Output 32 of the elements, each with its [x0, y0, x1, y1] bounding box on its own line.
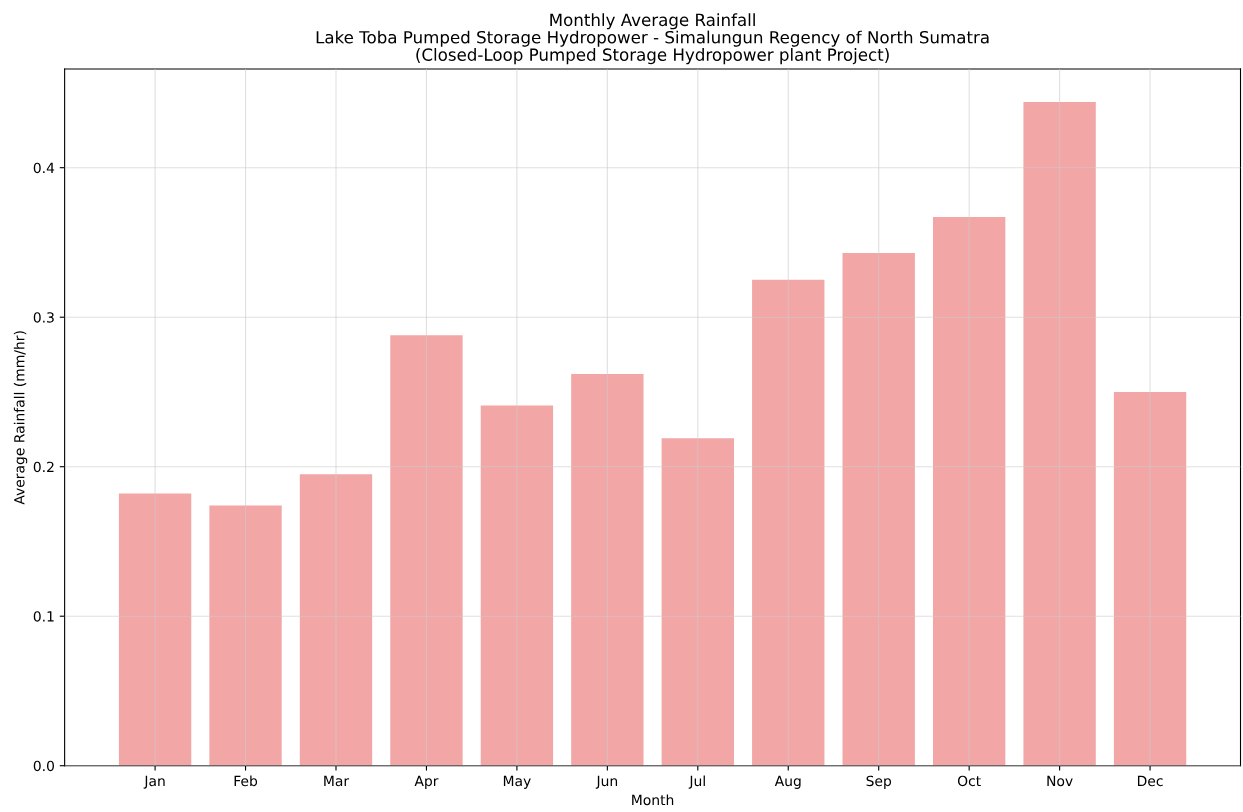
- y-tick-label: 0.4: [33, 162, 55, 174]
- y-tick-label: 0.1: [33, 611, 54, 622]
- bar: [1023, 101, 1096, 766]
- y-tick-label: 0.3: [33, 312, 54, 323]
- chart-title: Monthly Average Rainfall Lake Toba Pumped Storage Hydropower - Simalungun Regency of North Sumatra (Closed-Loop Pumped Storage Hydropower plant Project): [316, 13, 989, 65]
- x-tick-label: Apr: [414, 775, 439, 789]
- x-axis-title: Month: [632, 794, 674, 806]
- bar: [571, 374, 644, 766]
- y-axis-title: Average Rainfall (mm/hr): [13, 331, 28, 505]
- x-tick-label: Oct: [957, 775, 981, 787]
- x-tick-label: Aug: [774, 775, 801, 789]
- x-tick-label: Nov: [1047, 775, 1073, 787]
- x-tick-label: Feb: [234, 775, 258, 787]
- x-tick-label: Dec: [1137, 775, 1163, 787]
- bar: [661, 438, 734, 766]
- y-tick-label: 0.0: [33, 760, 54, 772]
- x-tick-label: Jan: [143, 775, 165, 789]
- x-tick-label: May: [503, 775, 531, 789]
- bar: [390, 335, 463, 766]
- bar: [932, 217, 1006, 766]
- x-tick-label: Sep: [866, 775, 892, 789]
- bar: [480, 405, 554, 766]
- x-tick-label: Jun: [595, 775, 618, 789]
- bar: [842, 252, 915, 766]
- y-tick-label: 0.2: [33, 461, 54, 473]
- bar: [118, 493, 192, 766]
- bar: [209, 505, 282, 766]
- bar: [752, 279, 825, 766]
- bar: [299, 474, 373, 766]
- x-tick-label: Mar: [324, 775, 350, 787]
- bar: [1113, 391, 1187, 766]
- x-tick-label: Jul: [688, 775, 705, 789]
